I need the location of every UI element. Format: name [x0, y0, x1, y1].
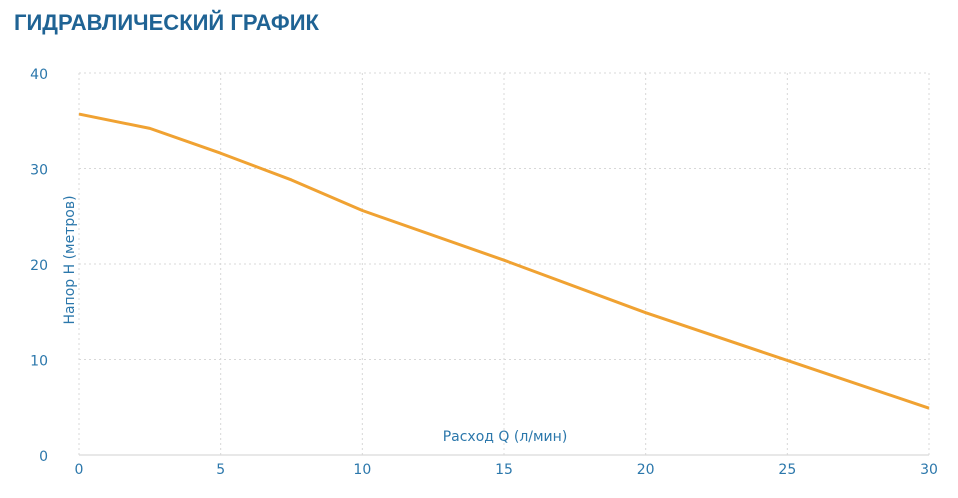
x-tick-label: 30	[920, 462, 938, 478]
x-tick-label: 25	[778, 462, 796, 478]
chart-title: ГИДРАВЛИЧЕСКИЙ ГРАФИК	[14, 10, 320, 35]
line	[78, 112, 930, 410]
x-tick-label: 15	[495, 462, 513, 478]
y-tick-label: 40	[30, 67, 48, 83]
x-tick-label: 0	[75, 462, 84, 478]
y-axis-label: Напор H (метров)	[62, 195, 78, 324]
x-tick-label: 5	[216, 462, 225, 478]
y-tick-label: 20	[30, 258, 48, 274]
y-tick-label: 10	[30, 354, 48, 370]
x-tick-label: 10	[353, 462, 371, 478]
y-tick-label: 0	[39, 449, 48, 465]
x-axis-label: Расход Q (л/мин)	[443, 429, 568, 445]
y-tick-label: 30	[30, 163, 48, 179]
x-tick-label: 20	[637, 462, 655, 478]
